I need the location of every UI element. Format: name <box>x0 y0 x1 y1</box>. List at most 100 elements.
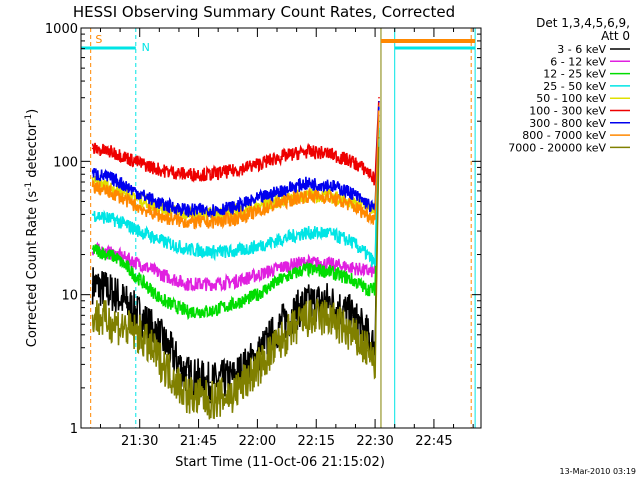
series-line <box>91 114 380 267</box>
data-point <box>327 152 329 155</box>
data-point <box>303 182 306 185</box>
data-point <box>327 183 329 186</box>
data-point <box>138 278 141 281</box>
x-tick-label: 21:45 <box>180 434 217 449</box>
legend-label: 3 - 6 keV <box>557 43 606 56</box>
data-point <box>91 172 94 174</box>
series-8 <box>91 137 380 420</box>
x-tick-label: 21:30 <box>121 434 158 449</box>
legend-header-line2: Att 0 <box>601 29 630 43</box>
data-point <box>374 218 376 220</box>
y-axis-label-end: ) <box>25 109 40 114</box>
data-point <box>185 173 188 176</box>
data-point <box>91 213 94 216</box>
legend-label: 300 - 800 keV <box>529 117 606 130</box>
data-point <box>374 363 376 366</box>
series-line <box>91 110 380 230</box>
x-axis: 21:30 21:45 22:00 22:15 22:30 22:45 <box>99 28 474 449</box>
data-point <box>233 206 235 209</box>
series-line <box>91 106 380 219</box>
data-point <box>138 206 141 209</box>
series-group <box>91 96 380 420</box>
data-point <box>280 201 282 204</box>
data-point <box>233 280 235 283</box>
data-point <box>327 316 329 318</box>
data-point <box>91 185 94 188</box>
data-point <box>350 278 353 281</box>
data-point <box>366 349 369 352</box>
series-6 <box>91 100 380 219</box>
legend-label: 7000 - 20000 keV <box>508 141 606 154</box>
annotation-label: N <box>142 41 150 54</box>
data-point <box>138 263 141 265</box>
series-line <box>92 127 380 321</box>
data-point <box>303 232 306 234</box>
data-point <box>185 393 188 395</box>
data-point <box>327 270 329 272</box>
y-axis-label-mid: detector <box>25 122 40 182</box>
data-point <box>233 250 235 253</box>
legend-label: 800 - 7000 keV <box>522 129 606 142</box>
x-tick-label: 22:45 <box>415 434 452 449</box>
data-point <box>233 393 235 395</box>
footer-date: 13-Mar-2010 03:19 <box>560 467 637 476</box>
y-tick-label: 10 <box>61 289 78 304</box>
data-point <box>280 340 282 342</box>
data-point <box>256 163 259 166</box>
data-point <box>91 147 94 150</box>
data-point <box>138 193 141 195</box>
plot-frame <box>80 27 482 429</box>
data-point <box>162 363 165 366</box>
data-point <box>366 270 369 272</box>
data-point <box>350 266 353 269</box>
data-point <box>115 256 117 259</box>
data-point <box>378 96 380 99</box>
data-point <box>303 268 306 271</box>
legend-label: 50 - 100 keV <box>536 92 606 105</box>
x-tick-label: 22:30 <box>356 434 393 449</box>
data-point <box>303 150 306 153</box>
data-point <box>350 334 353 336</box>
data-point <box>162 216 165 219</box>
data-point <box>185 221 188 223</box>
data-point <box>185 209 188 212</box>
annotation-label: S <box>95 33 102 46</box>
legend-label: 100 - 300 keV <box>529 105 606 118</box>
data-point <box>115 323 117 326</box>
data-point <box>209 399 212 402</box>
data-point <box>209 209 212 212</box>
data-point <box>233 376 235 379</box>
data-point <box>366 253 369 256</box>
data-point <box>209 310 212 313</box>
y-axis-label-sup1: -1 <box>24 182 34 191</box>
data-point <box>327 196 329 198</box>
data-point <box>280 266 282 269</box>
data-point <box>350 240 353 243</box>
data-point <box>162 204 165 206</box>
annotations: SN <box>95 33 150 54</box>
x-tick-label: 22:00 <box>239 434 276 449</box>
data-point <box>350 160 353 163</box>
x-axis-label: Start Time (11-Oct-06 21:15:02) <box>175 455 385 470</box>
data-point <box>91 248 94 250</box>
data-point <box>256 210 259 213</box>
y-axis-label-sup2: -1 <box>24 114 34 123</box>
data-point <box>327 232 329 234</box>
data-point <box>115 219 117 222</box>
data-point <box>280 156 282 158</box>
data-point <box>378 137 380 139</box>
data-point <box>162 340 165 342</box>
series-7 <box>91 105 380 230</box>
data-point <box>162 299 165 302</box>
data-point <box>256 367 259 370</box>
y-tick-label: 1 <box>70 422 78 437</box>
data-point <box>233 218 235 220</box>
data-point <box>256 198 259 200</box>
data-point <box>303 261 306 264</box>
data-point <box>209 173 212 176</box>
data-point <box>115 179 117 182</box>
data-point <box>115 194 117 196</box>
data-point <box>350 192 353 194</box>
